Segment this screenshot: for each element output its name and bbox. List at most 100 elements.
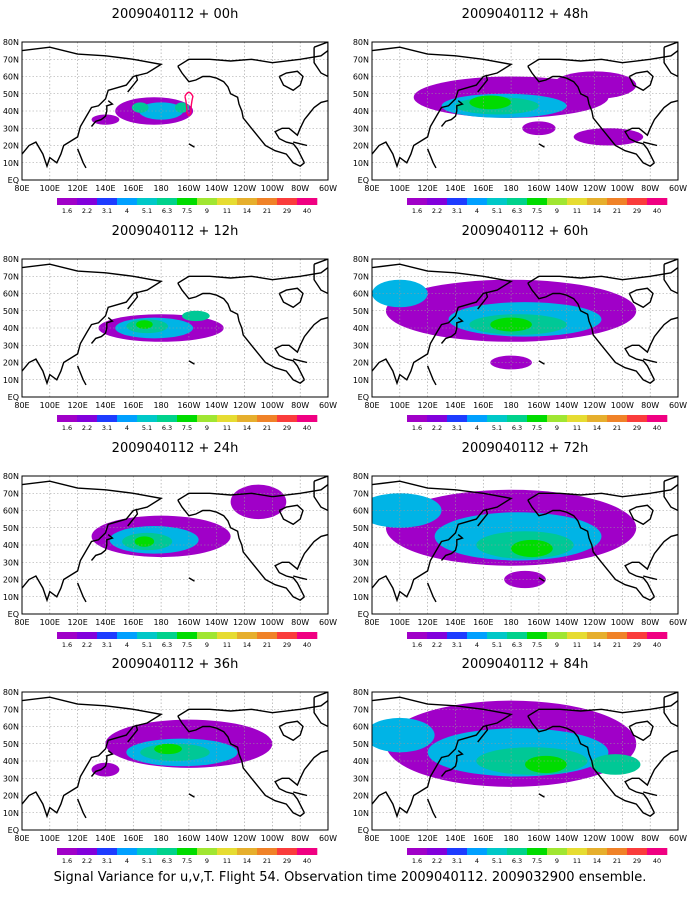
colorbar-swatch bbox=[547, 415, 568, 422]
lon-tick-label: 120E bbox=[67, 401, 87, 410]
coastline bbox=[527, 715, 655, 818]
colorbar-label: 4 bbox=[475, 857, 479, 865]
coastlines bbox=[22, 692, 328, 819]
colorbar-label: 21 bbox=[613, 207, 621, 215]
colorbar-swatch bbox=[177, 848, 198, 855]
coastline bbox=[372, 46, 514, 169]
variance-shading bbox=[91, 97, 194, 125]
lon-tick-label: 120E bbox=[417, 618, 437, 627]
lat-tick-label: 70N bbox=[3, 55, 19, 64]
colorbar-swatch bbox=[117, 198, 138, 205]
lon-tick-label: 80E bbox=[14, 401, 29, 410]
coastline bbox=[278, 504, 304, 526]
colorbar-swatch bbox=[507, 632, 528, 639]
coastline bbox=[663, 692, 678, 728]
colorbar-label: 21 bbox=[613, 857, 621, 865]
coastline bbox=[440, 750, 464, 777]
coastline bbox=[313, 42, 328, 78]
coastlines bbox=[22, 259, 328, 386]
coastline bbox=[22, 696, 164, 819]
colorbar-label: 5.1 bbox=[142, 424, 152, 432]
colorbar-label: 40 bbox=[303, 424, 311, 432]
lat-tick-label: 10N bbox=[353, 809, 369, 818]
lon-tick-label: 120E bbox=[417, 401, 437, 410]
coastline bbox=[628, 70, 654, 92]
lon-tick-label: 60W bbox=[669, 618, 687, 627]
lon-tick-label: 100E bbox=[390, 401, 410, 410]
colorbar-swatch bbox=[547, 848, 568, 855]
variance-shading bbox=[98, 310, 224, 342]
colorbar-swatch bbox=[77, 198, 98, 205]
colorbar-swatch bbox=[177, 632, 198, 639]
colorbar-label: 7.5 bbox=[182, 857, 192, 865]
coastline bbox=[624, 749, 678, 814]
lon-tick-label: 80W bbox=[291, 401, 309, 410]
lat-tick-label: 60N bbox=[3, 290, 19, 299]
colorbar-swatch bbox=[647, 632, 668, 639]
colorbar-swatch bbox=[137, 415, 158, 422]
coastlines bbox=[372, 476, 678, 603]
colorbar-swatch bbox=[587, 415, 608, 422]
colorbar-swatch bbox=[117, 415, 138, 422]
colorbar-label: 21 bbox=[263, 424, 271, 432]
lat-tick-label: 30N bbox=[353, 774, 369, 783]
coastline bbox=[274, 316, 328, 381]
colorbar-label: 9 bbox=[555, 424, 559, 432]
colorbar-swatch bbox=[257, 632, 278, 639]
lon-tick-label: 80E bbox=[364, 618, 379, 627]
lon-tick-label: 100W bbox=[611, 184, 634, 193]
lat-tick-label: 60N bbox=[353, 723, 369, 732]
panel-title: 2009040112 + 60h bbox=[462, 224, 589, 239]
colorbar-label: 11 bbox=[223, 641, 231, 649]
colorbar-swatch bbox=[217, 632, 238, 639]
colorbar-swatch bbox=[487, 198, 508, 205]
lat-tick-label: 20N bbox=[353, 576, 369, 585]
lon-tick-label: 120W bbox=[583, 401, 606, 410]
lon-tick-label: 180 bbox=[503, 184, 518, 193]
coastline bbox=[426, 582, 437, 603]
colorbar-label: 6.3 bbox=[512, 424, 522, 432]
colorbar-label: 40 bbox=[653, 857, 661, 865]
colorbar-label: 5.1 bbox=[142, 641, 152, 649]
coastlines bbox=[22, 42, 328, 169]
lon-tick-label: 80E bbox=[14, 184, 29, 193]
colorbar-swatch bbox=[97, 415, 118, 422]
variance-contour bbox=[154, 743, 182, 755]
coastline bbox=[426, 148, 437, 169]
colorbar-swatch bbox=[427, 632, 448, 639]
lon-tick-label: 100E bbox=[390, 618, 410, 627]
coastline bbox=[76, 365, 87, 386]
lon-tick-label: 80E bbox=[14, 618, 29, 627]
colorbar-label: 21 bbox=[263, 641, 271, 649]
lat-tick-label: 40N bbox=[353, 541, 369, 550]
lon-tick-label: 100W bbox=[611, 834, 634, 843]
lon-tick-label: 160W bbox=[177, 184, 200, 193]
coastline bbox=[293, 575, 308, 581]
panel-title: 2009040112 + 48h bbox=[462, 7, 589, 22]
colorbar-swatch bbox=[117, 848, 138, 855]
colorbar-label: 3.1 bbox=[102, 857, 112, 865]
colorbar-swatch bbox=[487, 415, 508, 422]
lat-tick-label: 60N bbox=[353, 73, 369, 82]
lat-tick-label: 40N bbox=[3, 107, 19, 116]
colorbar-label: 2.2 bbox=[82, 857, 92, 865]
lon-tick-label: 80W bbox=[641, 401, 659, 410]
flight-track bbox=[184, 91, 194, 117]
coastline bbox=[538, 143, 545, 148]
lon-tick-label: 100W bbox=[611, 401, 634, 410]
coastline bbox=[293, 141, 308, 147]
lat-tick-label: 40N bbox=[3, 324, 19, 333]
colorbar-swatch bbox=[157, 848, 178, 855]
colorbar-label: 5.1 bbox=[142, 857, 152, 865]
coastline bbox=[527, 282, 655, 385]
map-frame bbox=[371, 691, 679, 831]
coastline bbox=[643, 141, 658, 147]
lon-tick-label: 160W bbox=[177, 618, 200, 627]
panel-p24: 2009040112 + 24h EQ 10N 20N 30N 40N 50N 60N 70N 8… bbox=[3, 441, 337, 649]
colorbar-label: 3.1 bbox=[452, 424, 462, 432]
coastlines bbox=[372, 259, 678, 386]
lon-tick-label: 140W bbox=[205, 618, 228, 627]
lat-tick-label: 30N bbox=[3, 124, 19, 133]
lon-tick-label: 100W bbox=[261, 401, 284, 410]
coastline bbox=[538, 577, 545, 582]
